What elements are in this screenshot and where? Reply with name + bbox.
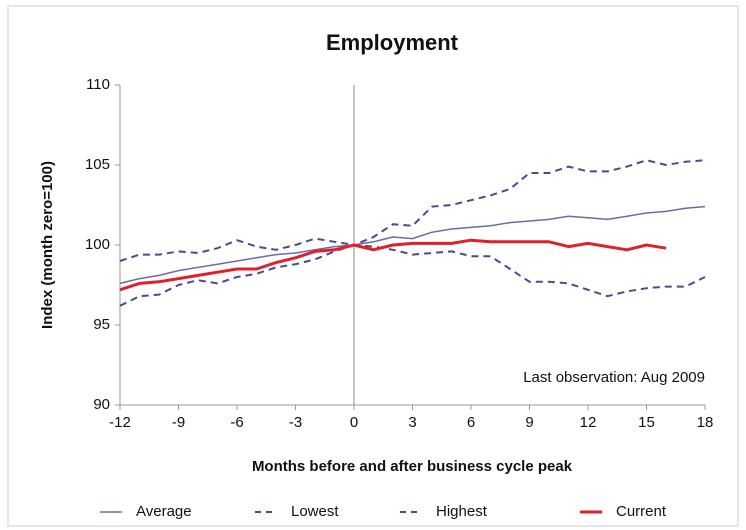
x-tick-label: 15 [638, 414, 655, 431]
x-axis-label: Months before and after business cycle p… [252, 458, 573, 475]
x-tick-label: 9 [525, 414, 533, 431]
x-tick-label: 6 [467, 414, 475, 431]
x-tick-label: -6 [230, 414, 243, 431]
y-tick-label: 110 [86, 76, 110, 93]
x-tick-label: 18 [697, 414, 714, 431]
frame [7, 5, 739, 527]
legend-label: Current [616, 503, 667, 520]
x-tick-label: 0 [350, 414, 358, 431]
legend-label: Highest [436, 503, 488, 520]
x-tick-label: -9 [172, 414, 185, 431]
legend-label: Lowest [291, 503, 339, 520]
x-tick-label: -3 [289, 414, 302, 431]
series-line [119, 238, 667, 292]
y-tick-label: 95 [93, 316, 110, 333]
series-line [119, 159, 706, 307]
y-tick-label: 100 [85, 236, 110, 253]
chart-title: Employment [326, 30, 459, 55]
x-tick-label: -12 [109, 414, 131, 431]
y-tick-label: 105 [85, 156, 110, 173]
x-tick-label: 12 [580, 414, 597, 431]
y-axis-label: Index (month zero=100) [39, 161, 56, 329]
annotation: Last observation: Aug 2009 [523, 369, 705, 386]
legend-label: Average [136, 503, 192, 520]
x-tick-label: 3 [408, 414, 416, 431]
legend: Average Lowest Highest Current [100, 503, 667, 520]
series-line [119, 237, 706, 298]
y-tick-label: 90 [93, 396, 110, 413]
series-line [119, 205, 706, 285]
